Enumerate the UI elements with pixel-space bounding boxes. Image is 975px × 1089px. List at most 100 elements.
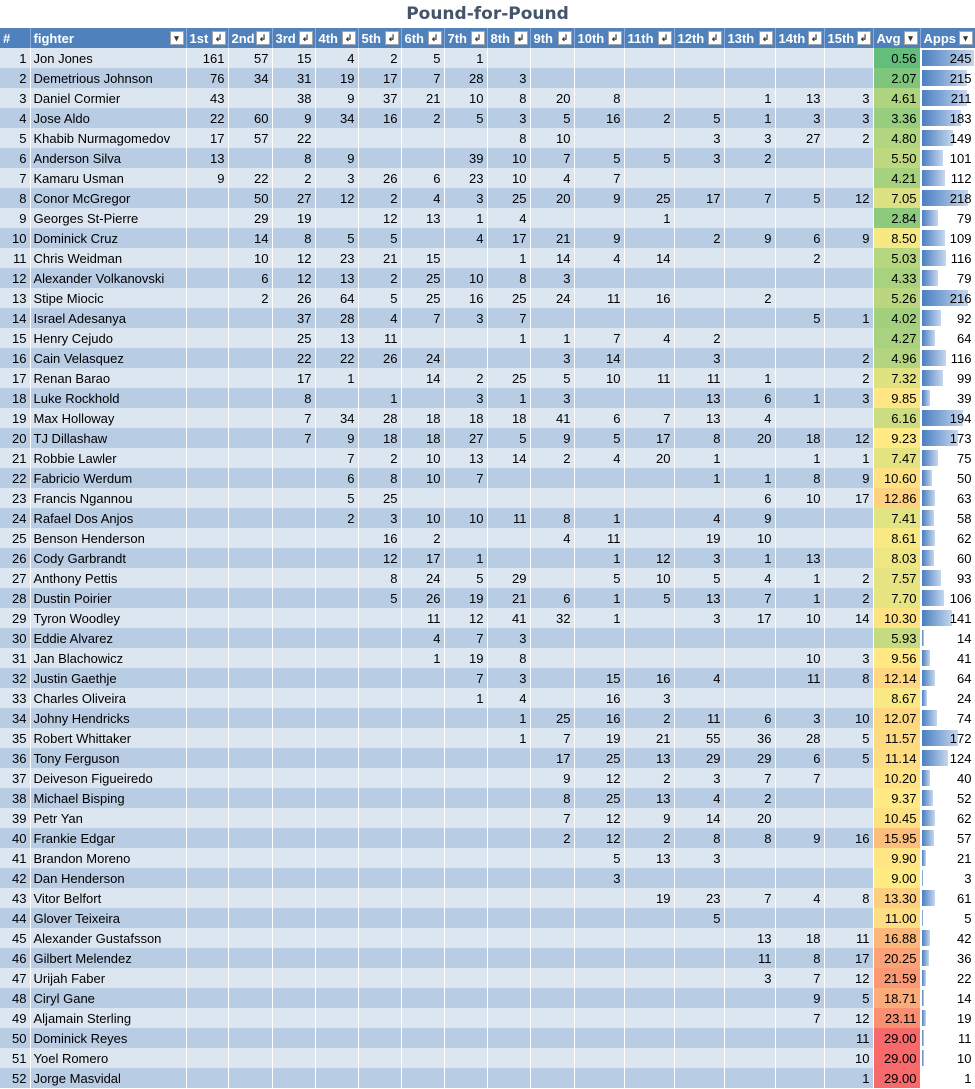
apps-cell[interactable]: 24 [920,688,975,708]
place-count-cell[interactable]: 1 [444,688,488,708]
place-count-cell[interactable] [228,708,273,728]
place-count-cell[interactable]: 12 [358,208,402,228]
place-count-cell[interactable] [228,928,273,948]
place-count-cell[interactable]: 9 [315,88,359,108]
place-count-cell[interactable]: 2 [272,168,316,188]
fighter-cell[interactable]: Ciryl Gane [30,988,187,1008]
place-count-cell[interactable]: 1 [775,388,825,408]
apps-cell[interactable]: 3 [920,868,975,888]
rank-cell[interactable]: 52 [0,1068,31,1088]
apps-cell[interactable]: 14 [920,988,975,1008]
fighter-cell[interactable]: Max Holloway [30,408,187,428]
rank-cell[interactable]: 23 [0,488,31,508]
place-count-cell[interactable]: 13 [624,748,675,768]
rank-cell[interactable]: 38 [0,788,31,808]
place-count-cell[interactable]: 17 [487,228,531,248]
place-count-cell[interactable]: 7 [724,188,776,208]
place-count-cell[interactable]: 25 [574,788,625,808]
place-count-cell[interactable] [315,828,359,848]
place-count-cell[interactable] [358,368,402,388]
place-count-cell[interactable]: 28 [315,308,359,328]
fighter-cell[interactable]: Charles Oliveira [30,688,187,708]
place-count-cell[interactable]: 17 [824,948,874,968]
place-count-cell[interactable]: 19 [444,648,488,668]
apps-cell[interactable]: 149 [920,128,975,148]
fighter-cell[interactable]: Brandon Moreno [30,848,187,868]
place-count-cell[interactable] [186,508,229,528]
place-count-cell[interactable] [272,648,316,668]
place-count-cell[interactable] [530,1008,575,1028]
place-count-cell[interactable] [624,228,675,248]
avg-cell[interactable]: 6.16 [873,408,921,428]
sort-filter-icon[interactable]: ↲ [807,31,822,45]
place-count-cell[interactable] [487,988,531,1008]
place-count-cell[interactable] [444,328,488,348]
avg-cell[interactable]: 10.45 [873,808,921,828]
place-count-cell[interactable] [530,668,575,688]
place-count-cell[interactable] [574,648,625,668]
place-count-cell[interactable] [444,768,488,788]
place-count-cell[interactable]: 4 [358,308,402,328]
place-count-cell[interactable]: 10 [574,368,625,388]
rank-cell[interactable]: 27 [0,568,31,588]
place-count-cell[interactable]: 16 [574,688,625,708]
place-count-cell[interactable] [530,548,575,568]
apps-cell[interactable]: 50 [920,468,975,488]
table-row[interactable]: 20 TJ Dillashaw 7 9 18 18 27 5 9 5 17 8 20 18 12 9.23 17… [0,428,975,448]
place-count-cell[interactable]: 19 [574,728,625,748]
fighter-cell[interactable]: Israel Adesanya [30,308,187,328]
place-count-cell[interactable] [724,1028,776,1048]
place-count-cell[interactable]: 25 [487,368,531,388]
avg-cell[interactable]: 5.50 [873,148,921,168]
place-count-cell[interactable] [401,848,445,868]
avg-cell[interactable]: 4.61 [873,88,921,108]
place-count-cell[interactable]: 11 [624,368,675,388]
place-count-cell[interactable]: 7 [724,888,776,908]
place-count-cell[interactable] [315,968,359,988]
place-count-cell[interactable]: 11 [674,708,725,728]
place-count-cell[interactable]: 2 [358,448,402,468]
place-count-cell[interactable]: 10 [624,568,675,588]
place-count-cell[interactable] [228,448,273,468]
apps-cell[interactable]: 42 [920,928,975,948]
place-count-cell[interactable] [775,848,825,868]
place-count-cell[interactable] [487,1008,531,1028]
place-count-cell[interactable] [186,568,229,588]
place-count-cell[interactable] [624,1068,675,1088]
avg-cell[interactable]: 5.03 [873,248,921,268]
place-count-cell[interactable]: 11 [358,328,402,348]
place-count-cell[interactable]: 5 [444,568,488,588]
rank-cell[interactable]: 39 [0,808,31,828]
place-count-cell[interactable] [315,608,359,628]
fighter-cell[interactable]: TJ Dillashaw [30,428,187,448]
place-count-cell[interactable] [724,628,776,648]
place-count-cell[interactable]: 1 [824,448,874,468]
place-count-cell[interactable] [624,308,675,328]
place-count-cell[interactable] [444,888,488,908]
sort-filter-icon[interactable]: ↲ [384,31,399,45]
table-row[interactable]: 22 Fabricio Werdum 6 8 10 7 1 1 8 9 10.60 50 [0,468,975,488]
table-row[interactable]: 10 Dominick Cruz 14 8 5 5 4 17 21 9 2 9 6 9 8.50 109 [0,228,975,248]
place-count-cell[interactable]: 5 [574,148,625,168]
avg-cell[interactable]: 29.00 [873,1028,921,1048]
place-count-cell[interactable]: 2 [624,708,675,728]
table-row[interactable]: 26 Cody Garbrandt 12 17 1 1 12 3 1 13 8.03 60 [0,548,975,568]
place-count-cell[interactable] [574,948,625,968]
place-count-cell[interactable] [186,308,229,328]
place-count-cell[interactable]: 1 [775,588,825,608]
place-count-cell[interactable] [444,948,488,968]
avg-cell[interactable]: 2.84 [873,208,921,228]
place-count-cell[interactable]: 64 [315,288,359,308]
place-count-cell[interactable]: 13 [674,588,725,608]
place-count-cell[interactable] [574,968,625,988]
fighter-cell[interactable]: Justin Gaethje [30,668,187,688]
place-count-cell[interactable] [228,808,273,828]
place-count-cell[interactable] [315,388,359,408]
place-count-cell[interactable] [487,908,531,928]
place-count-cell[interactable] [724,908,776,928]
apps-cell[interactable]: 211 [920,88,975,108]
place-count-cell[interactable] [444,488,488,508]
place-count-cell[interactable] [272,748,316,768]
place-count-cell[interactable]: 57 [228,128,273,148]
rank-cell[interactable]: 22 [0,468,31,488]
